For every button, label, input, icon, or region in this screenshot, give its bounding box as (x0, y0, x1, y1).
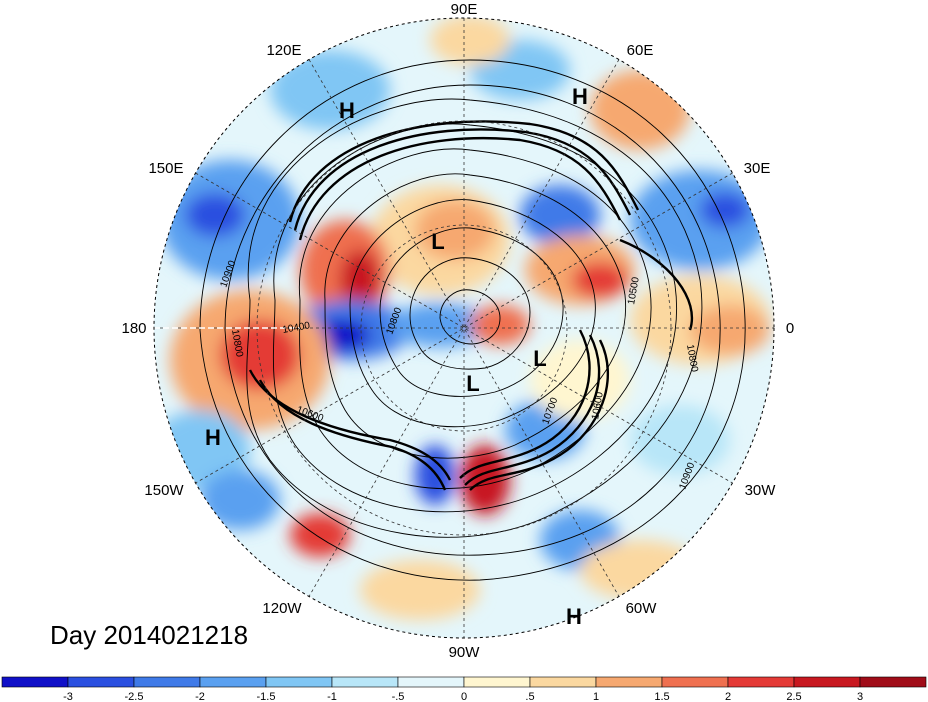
colorbar-box (727, 676, 795, 688)
high-center: H (205, 425, 221, 450)
colorbar-tick-label: -.5 (392, 691, 405, 702)
lon-label-120e: 120E (266, 42, 301, 59)
lon-label-90e: 90E (451, 1, 478, 18)
lon-label-60e: 60E (627, 42, 654, 59)
lon-label-180: 180 (121, 320, 146, 337)
colorbar-tick-label: -1 (327, 691, 337, 702)
contour-label: 10500 (626, 276, 642, 306)
colorbar-box (793, 676, 861, 688)
lon-label-150w: 150W (144, 482, 184, 499)
colorbar-tick-label: 1 (593, 691, 599, 702)
lon-label-30e: 30E (744, 160, 771, 177)
lon-label-30w: 30W (745, 482, 777, 499)
lon-label-150e: 150E (148, 160, 183, 177)
colorbar-box (463, 676, 531, 688)
contour-label: 10600 (590, 391, 606, 421)
colorbar-tick-label: -2 (195, 691, 205, 702)
lon-label-60w: 60W (626, 600, 658, 617)
date-label: Day 2014021218 (50, 620, 249, 650)
colorbar-box (859, 676, 927, 688)
colorbar-tick-label: 2 (725, 691, 731, 702)
jet-contours (248, 120, 693, 491)
low-center: L (533, 346, 546, 371)
longitude-labels: 90E 120E 60E 150E 30E 180 0 150W 30W 120… (121, 1, 794, 661)
colorbar-box (529, 676, 597, 688)
colorbar-tick-label: 1.5 (654, 691, 669, 702)
contour-label: 10800 (229, 329, 245, 359)
lon-label-0: 0 (786, 320, 794, 337)
colorbar: -3 -2.5 -2 -1.5 -1 -.5 0 .5 1 1.5 2 2.5 3 (1, 676, 927, 702)
low-center: L (431, 229, 444, 254)
contour-label: 10400 (282, 320, 312, 336)
polar-map: 90E 120E 60E 150E 30E 180 0 150W 30W 120… (121, 1, 794, 661)
colorbar-box (331, 676, 399, 688)
lon-label-90w: 90W (449, 644, 481, 661)
colorbar-tick-label: 2.5 (786, 691, 801, 702)
colorbar-box (397, 676, 465, 688)
pressure-centers: H H H H L L L (205, 84, 588, 629)
contour-label: 10800 (684, 344, 700, 374)
high-center: H (572, 84, 588, 109)
high-center: H (339, 98, 355, 123)
colorbar-tick-label: -2.5 (125, 691, 144, 702)
colorbar-tick-label: 3 (857, 691, 863, 702)
colorbar-box (595, 676, 663, 688)
colorbar-tick-label: .5 (525, 691, 534, 702)
low-center: L (466, 371, 479, 396)
map-boundary (153, 17, 775, 639)
colorbar-box (133, 676, 201, 688)
colorbar-ticks: -3 -2.5 -2 -1.5 -1 -.5 0 .5 1 1.5 2 2.5 3 (63, 691, 863, 702)
colorbar-box (661, 676, 729, 688)
colorbar-tick-label: -1.5 (257, 691, 276, 702)
colorbar-tick-label: 0 (461, 691, 467, 702)
lon-label-120w: 120W (262, 600, 302, 617)
colorbar-box (1, 676, 69, 688)
colorbar-box (67, 676, 135, 688)
colorbar-tick-label: -3 (63, 691, 73, 702)
colorbar-boxes (1, 676, 927, 688)
colorbar-box (265, 676, 333, 688)
colorbar-box (199, 676, 267, 688)
high-center: H (566, 604, 582, 629)
